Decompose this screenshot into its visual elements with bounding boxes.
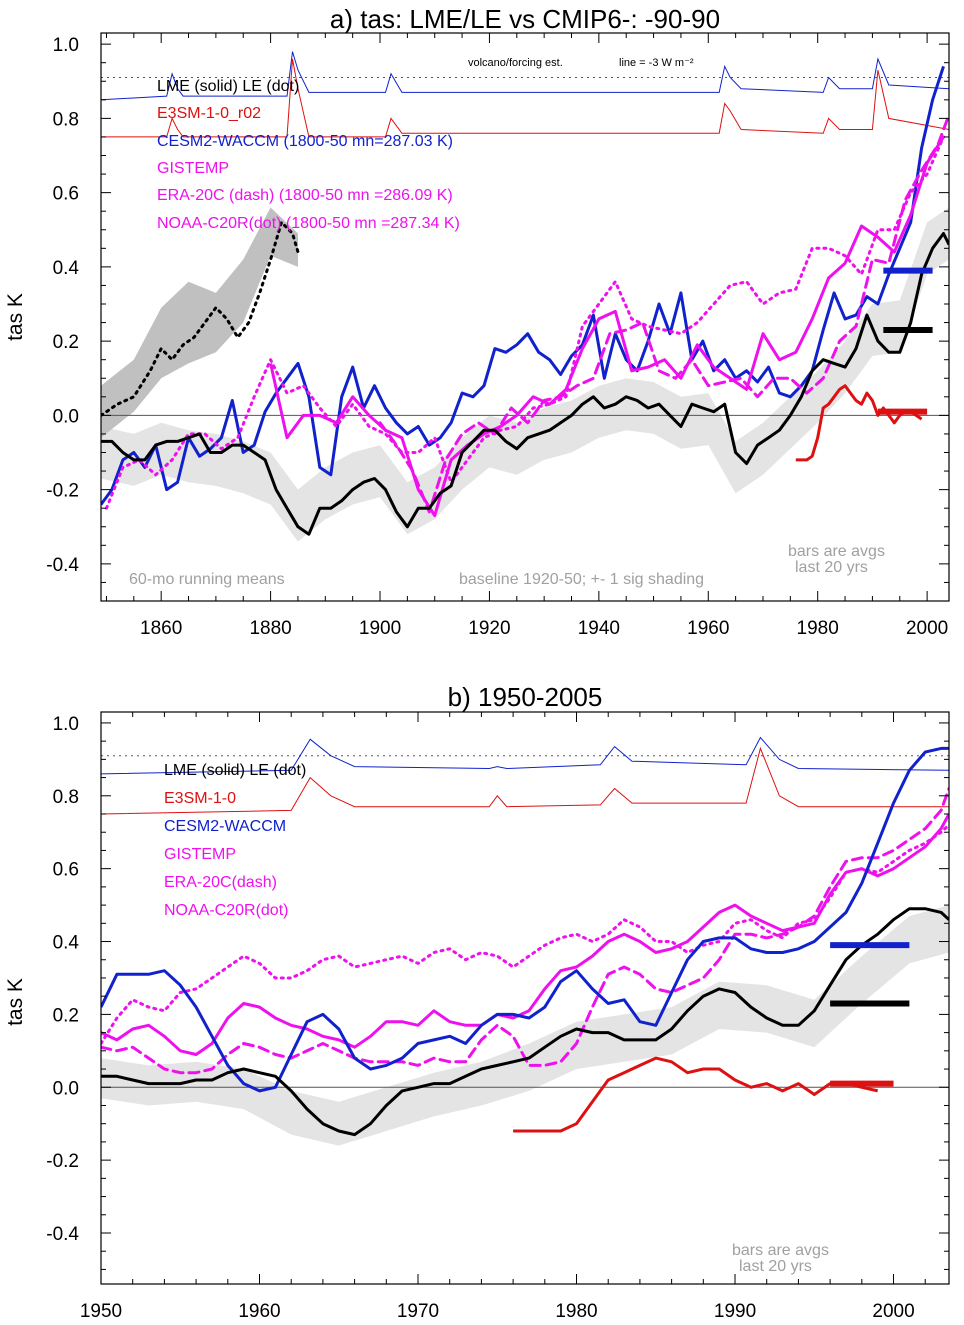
series-era-20c [378, 113, 949, 514]
xtick-label: 1980 [797, 618, 839, 639]
panel-b-legend: LME (solid) LE (dot) E3SM-1-0 CESM2-WACC… [164, 762, 306, 919]
ytick-label: 0.0 [53, 1078, 79, 1099]
series-noaa-c20r [101, 823, 949, 1045]
panel-b-title: b) 1950-2005 [448, 682, 603, 712]
panel-a-frame [100, 32, 950, 602]
forcing-e3sm-line [101, 58, 949, 138]
legend-b-cesm: CESM2-WACCM [164, 818, 286, 835]
series-cesm2-waccm [101, 746, 949, 1093]
xtick-label: 1950 [80, 1301, 122, 1322]
baseline-note: baseline 1920-50; +- 1 sig shading [459, 571, 704, 588]
legend-a-cesm: CESM2-WACCM (1800-50 mn=287.03 K) [157, 133, 453, 150]
xtick-label: 1860 [140, 618, 182, 639]
ytick-label: 0.0 [53, 406, 79, 427]
legend-b-e3sm: E3SM-1-0 [164, 790, 236, 807]
panel-b-bars [830, 942, 910, 1087]
forcing-e3sm-line [101, 746, 949, 815]
legend-a-lme: LME (solid) LE (dot) [157, 78, 299, 95]
forcing-note-right: line = -3 W m⁻² [619, 57, 694, 69]
bars-note-b-1: bars are avgs [732, 1242, 829, 1259]
running-mean-note: 60-mo running means [129, 571, 285, 588]
xtick-label: 1940 [578, 618, 620, 639]
ytick-label: 0.8 [53, 109, 79, 130]
legend-b-era20c: ERA-20C(dash) [164, 874, 277, 891]
panel-b-ylabel: tas K [4, 978, 27, 1026]
xtick-label: 1920 [468, 618, 510, 639]
xtick-label: 1990 [714, 1301, 756, 1322]
panel-b: b) 1950-2005 -0.4 -0.2 0.0 0.2 0.4 0.6 0.8 1.0 1… [4, 682, 950, 1322]
bars-note-a-2: last 20 yrs [795, 559, 868, 576]
bars-note-a-1: bars are avgs [788, 543, 885, 560]
forcing-cesm-line [101, 736, 949, 775]
panel-a-legend: LME (solid) LE (dot) E3SM-1-0_r02 CESM2-… [157, 78, 460, 232]
xtick-label: 1900 [359, 618, 401, 639]
panel-a-forcing [101, 51, 949, 138]
xtick-label: 2000 [906, 618, 948, 639]
ytick-label: -0.2 [46, 481, 79, 502]
panel-a: a) tas: LME/LE vs CMIP6-: -90-90 -0.4-0.… [4, 4, 950, 639]
legend-a-era20c: ERA-20C (dash) (1800-50 mn =286.09 K) [157, 187, 453, 204]
xtick-label: 1960 [687, 618, 729, 639]
xtick-label: 1980 [555, 1301, 597, 1322]
legend-b-noaa: NOAA-C20R(dot) [164, 902, 288, 919]
panel-a-ylabel: tas K [4, 293, 27, 341]
panel-a-bars [877, 267, 933, 415]
series-gistemp [101, 813, 949, 1056]
panel-b-zero-line [101, 755, 949, 1088]
panel-b-series [101, 746, 949, 1137]
legend-a-noaa: NOAA-C20R(dot) (1800-50 mn =287.34 K) [157, 215, 460, 232]
ytick-label: 0.2 [53, 332, 79, 353]
ytick-label: 1.0 [53, 714, 79, 735]
ytick-label: 1.0 [53, 35, 79, 56]
xtick-label: 1970 [397, 1301, 439, 1322]
series-era-20c [101, 787, 949, 1075]
panel-a-axes: -0.4 -0.2 0.0 0.2 0.4 0.6 0.8 1.0 1860 1880 1900 19… [46, 33, 949, 639]
xtick-label: 1880 [249, 618, 291, 639]
xtick-label: 1960 [238, 1301, 280, 1322]
ytick-label: 0.6 [53, 860, 79, 881]
panel-b-axes: -0.4 -0.2 0.0 0.2 0.4 0.6 0.8 1.0 1950 1960 1970 19… [46, 712, 949, 1322]
panel-b-frame [100, 711, 950, 1285]
forcing-cesm-line [101, 51, 949, 101]
panel-a-shading [101, 207, 949, 542]
ytick-label: 0.6 [53, 184, 79, 205]
ytick-label: 0.2 [53, 1005, 79, 1026]
le-mean-line [101, 219, 300, 417]
panel-b-shading [101, 905, 949, 1146]
series-e3sm-1-0 [513, 1056, 879, 1133]
legend-b-lme: LME (solid) LE (dot) [164, 762, 306, 779]
series-lme [101, 907, 949, 1137]
panel-b-forcing [101, 736, 949, 815]
lme-spread-band [101, 905, 949, 1146]
ytick-label: -0.4 [46, 1224, 79, 1245]
bars-note-b-2: last 20 yrs [739, 1258, 812, 1275]
legend-a-e3sm: E3SM-1-0_r02 [157, 105, 261, 122]
ytick-label: 0.8 [53, 787, 79, 808]
forcing-note-left: volcano/forcing est. [468, 57, 563, 69]
series-lme [101, 232, 949, 536]
lme-spread-band [101, 207, 949, 542]
ytick-label: -0.4 [46, 555, 79, 576]
legend-b-gistemp: GISTEMP [164, 846, 236, 863]
ytick-label: 0.4 [53, 933, 80, 954]
ytick-label: -0.2 [46, 1151, 79, 1172]
le-spread-band [101, 207, 298, 438]
ytick-label: 0.4 [53, 258, 80, 279]
xtick-label: 2000 [872, 1301, 914, 1322]
series-noaa-c20r [105, 135, 945, 510]
panel-a-title: a) tas: LME/LE vs CMIP6-: -90-90 [330, 4, 720, 34]
panel-a-zero-line [101, 77, 949, 416]
legend-a-gistemp: GISTEMP [157, 160, 229, 177]
